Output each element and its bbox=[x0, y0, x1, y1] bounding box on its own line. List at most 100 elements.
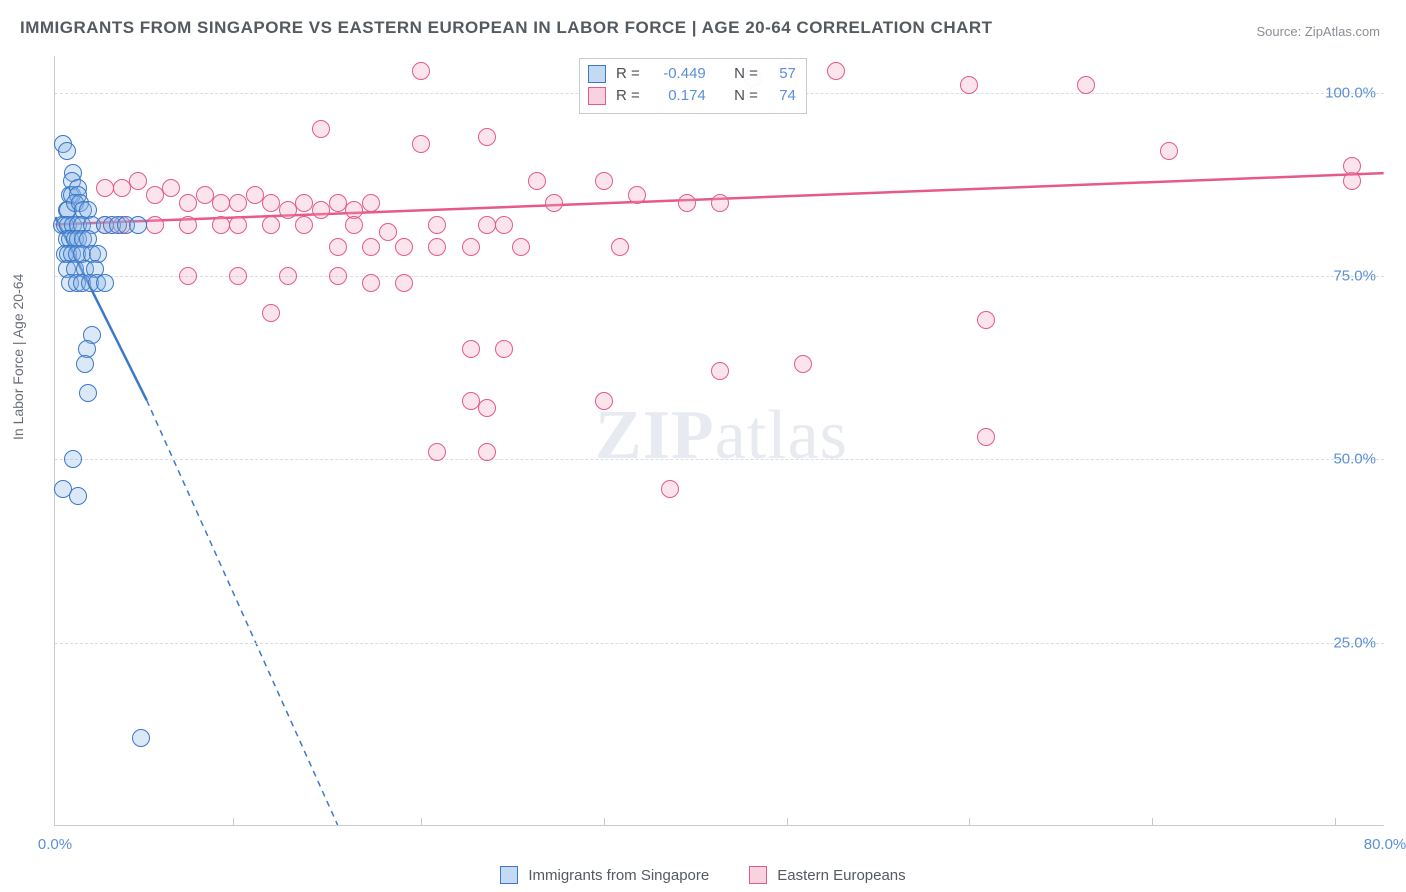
corr-r-label: R = bbox=[616, 85, 640, 107]
gridline-v bbox=[969, 818, 970, 826]
corr-n-value: 74 bbox=[768, 85, 796, 107]
series-b-point bbox=[96, 179, 114, 197]
series-b-point bbox=[362, 274, 380, 292]
y-tick-label: 50.0% bbox=[1333, 451, 1376, 468]
series-a-point bbox=[96, 274, 114, 292]
watermark-atlas: atlas bbox=[715, 397, 848, 474]
x-tick-left: 0.0% bbox=[38, 836, 72, 853]
legend-item-a: Immigrants from Singapore bbox=[500, 866, 709, 884]
gridline-v bbox=[787, 818, 788, 826]
gridline-v bbox=[421, 818, 422, 826]
plot-area: ZIPatlas 25.0%50.0%75.0%100.0%0.0%80.0% bbox=[54, 56, 1384, 826]
watermark-zip: ZIP bbox=[595, 397, 715, 474]
series-b-point bbox=[428, 443, 446, 461]
corr-n-value: 57 bbox=[768, 63, 796, 85]
series-b-point bbox=[395, 238, 413, 256]
legend-item-b: Eastern Europeans bbox=[749, 866, 905, 884]
series-b-point bbox=[229, 194, 247, 212]
series-b-point bbox=[462, 340, 480, 358]
legend-label-a: Immigrants from Singapore bbox=[528, 867, 709, 884]
series-b-point bbox=[329, 238, 347, 256]
gridline-h bbox=[55, 643, 1384, 644]
y-tick-label: 100.0% bbox=[1325, 84, 1376, 101]
series-b-point bbox=[428, 238, 446, 256]
series-b-point bbox=[395, 274, 413, 292]
legend-swatch-a bbox=[500, 866, 518, 884]
series-b-point bbox=[462, 392, 480, 410]
series-a-point bbox=[64, 450, 82, 468]
trend-lines bbox=[55, 56, 1384, 825]
series-b-point bbox=[711, 362, 729, 380]
series-b-point bbox=[162, 179, 180, 197]
corr-row: R = -0.449 N = 57 bbox=[588, 63, 796, 85]
watermark: ZIPatlas bbox=[595, 396, 848, 476]
series-b-point bbox=[379, 223, 397, 241]
series-b-point bbox=[611, 238, 629, 256]
series-b-point bbox=[495, 216, 513, 234]
corr-swatch bbox=[588, 65, 606, 83]
series-b-point bbox=[661, 480, 679, 498]
series-b-point bbox=[1077, 76, 1095, 94]
series-b-point bbox=[412, 62, 430, 80]
series-b-point bbox=[595, 172, 613, 190]
series-b-point bbox=[960, 76, 978, 94]
series-b-point bbox=[229, 216, 247, 234]
gridline-v bbox=[233, 818, 234, 826]
corr-row: R = 0.174 N = 74 bbox=[588, 85, 796, 107]
corr-r-label: R = bbox=[616, 63, 640, 85]
series-b-point bbox=[179, 267, 197, 285]
series-b-point bbox=[329, 267, 347, 285]
series-b-point bbox=[428, 216, 446, 234]
series-b-point bbox=[279, 201, 297, 219]
series-b-point bbox=[977, 311, 995, 329]
series-b-point bbox=[146, 186, 164, 204]
series-b-point bbox=[462, 238, 480, 256]
series-b-point bbox=[1343, 157, 1361, 175]
series-b-point bbox=[262, 216, 280, 234]
corr-n-label: N = bbox=[734, 63, 758, 85]
series-b-point bbox=[362, 238, 380, 256]
series-b-point bbox=[312, 120, 330, 138]
series-a-point bbox=[58, 142, 76, 160]
series-b-point bbox=[179, 216, 197, 234]
series-b-point bbox=[827, 62, 845, 80]
gridline-h bbox=[55, 459, 1384, 460]
series-a-point bbox=[129, 216, 147, 234]
gridline-v bbox=[1152, 818, 1153, 826]
series-a-point bbox=[79, 384, 97, 402]
series-b-point bbox=[362, 194, 380, 212]
corr-r-value: 0.174 bbox=[650, 85, 706, 107]
series-b-point bbox=[595, 392, 613, 410]
series-b-point bbox=[212, 194, 230, 212]
series-b-point bbox=[262, 194, 280, 212]
series-b-point bbox=[113, 179, 131, 197]
series-b-point bbox=[478, 399, 496, 417]
series-b-point bbox=[628, 186, 646, 204]
series-b-point bbox=[312, 201, 330, 219]
corr-n-label: N = bbox=[734, 85, 758, 107]
series-b-point bbox=[1160, 142, 1178, 160]
series-b-point bbox=[478, 443, 496, 461]
series-b-point bbox=[345, 216, 363, 234]
y-tick-label: 25.0% bbox=[1333, 634, 1376, 651]
series-b-point bbox=[146, 216, 164, 234]
source-attribution: Source: ZipAtlas.com bbox=[1256, 24, 1380, 39]
series-b-point bbox=[528, 172, 546, 190]
series-b-point bbox=[246, 186, 264, 204]
series-b-point bbox=[512, 238, 530, 256]
series-b-point bbox=[129, 172, 147, 190]
series-b-point bbox=[179, 194, 197, 212]
legend-label-b: Eastern Europeans bbox=[777, 867, 905, 884]
series-b-point bbox=[329, 194, 347, 212]
legend-bottom: Immigrants from Singapore Eastern Europe… bbox=[0, 866, 1406, 884]
x-tick-right: 80.0% bbox=[1364, 836, 1406, 853]
gridline-v bbox=[1335, 818, 1336, 826]
series-b-point bbox=[212, 216, 230, 234]
series-b-point bbox=[262, 304, 280, 322]
series-b-point bbox=[495, 340, 513, 358]
series-b-point bbox=[478, 128, 496, 146]
y-axis-label: In Labor Force | Age 20-64 bbox=[10, 274, 26, 440]
series-b-point bbox=[196, 186, 214, 204]
corr-r-value: -0.449 bbox=[650, 63, 706, 85]
series-b-point bbox=[794, 355, 812, 373]
